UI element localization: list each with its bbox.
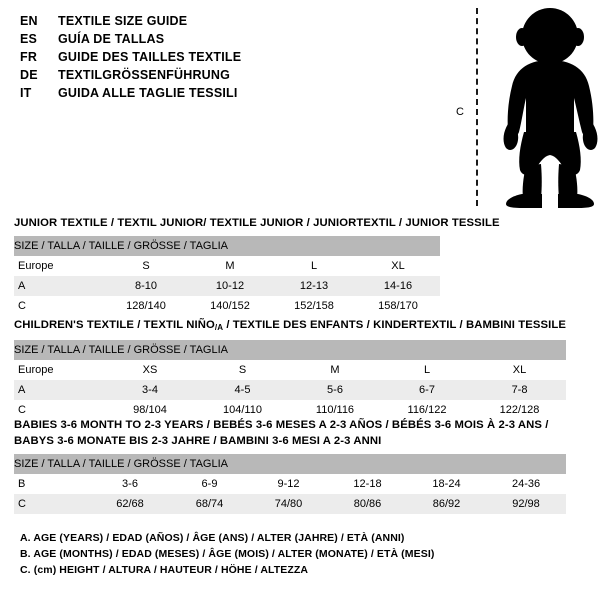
cell: 24-36 bbox=[486, 474, 567, 494]
row-label: Europe bbox=[14, 256, 104, 276]
cell: S bbox=[196, 360, 289, 380]
table-babies: SIZE / TALLA / TAILLE / GRÖSSE / TAGLIA … bbox=[14, 454, 567, 514]
section-title-children-subscript: /A bbox=[214, 323, 224, 332]
section-title-children-post: / TEXTILE DES ENFANTS / KINDERTEXTIL / B… bbox=[223, 319, 567, 331]
cell: 110/116 bbox=[289, 400, 381, 420]
table-band-label: SIZE / TALLA / TAILLE / GRÖSSE / TAGLIA bbox=[14, 454, 567, 474]
section-title-children: CHILDREN'S TEXTILE / TEXTIL NIÑO/A / TEX… bbox=[14, 318, 566, 335]
row-label: C bbox=[14, 400, 104, 420]
cell: 14-16 bbox=[356, 276, 440, 296]
height-measure-dashed-line bbox=[476, 8, 478, 206]
table-band-row: SIZE / TALLA / TAILLE / GRÖSSE / TAGLIA bbox=[14, 454, 567, 474]
cell: 6-7 bbox=[381, 380, 473, 400]
section-title-junior: JUNIOR TEXTILE / TEXTIL JUNIOR/ TEXTILE … bbox=[14, 217, 500, 229]
cell: 86/92 bbox=[407, 494, 486, 514]
cell: M bbox=[188, 256, 272, 276]
toddler-silhouette-icon bbox=[503, 8, 598, 208]
language-title: GUIDA ALLE TAGLIE TESSILI bbox=[58, 86, 238, 100]
language-code: FR bbox=[20, 50, 38, 64]
cell: 122/128 bbox=[473, 400, 567, 420]
cell: 8-10 bbox=[104, 276, 188, 296]
cell: XL bbox=[356, 256, 440, 276]
legend-row-b: B. AGE (MONTHS) / EDAD (MESES) / ÂGE (MO… bbox=[20, 548, 435, 560]
section-title-babies-line1: BABIES 3-6 MONTH TO 2-3 YEARS / BEBÉS 3-… bbox=[14, 419, 549, 431]
cell: XS bbox=[104, 360, 196, 380]
height-measure-label: C bbox=[456, 106, 464, 118]
cell: 10-12 bbox=[188, 276, 272, 296]
cell: 9-12 bbox=[249, 474, 328, 494]
table-row: C 62/68 68/74 74/80 80/86 86/92 92/98 bbox=[14, 494, 567, 514]
legend-row-c: C. (cm) HEIGHT / ALTURA / HAUTEUR / HÖHE… bbox=[20, 564, 309, 576]
cell: L bbox=[272, 256, 356, 276]
row-label: A bbox=[14, 276, 104, 296]
height-illustration: C bbox=[450, 0, 600, 212]
cell: 6-9 bbox=[170, 474, 249, 494]
row-label: Europe bbox=[14, 360, 104, 380]
language-title-block: EN TEXTILE SIZE GUIDE ES GUÍA DE TALLAS … bbox=[20, 12, 440, 102]
cell: 5-6 bbox=[289, 380, 381, 400]
language-code: IT bbox=[20, 86, 32, 100]
cell: 74/80 bbox=[249, 494, 328, 514]
cell: 98/104 bbox=[104, 400, 196, 420]
cell: 3-6 bbox=[90, 474, 170, 494]
cell: 12-13 bbox=[272, 276, 356, 296]
section-title-babies-line2: BABYS 3-6 MONATE BIS 2-3 JAHRE / BAMBINI… bbox=[14, 435, 382, 447]
language-title: GUÍA DE TALLAS bbox=[58, 32, 165, 46]
cell: 104/110 bbox=[196, 400, 289, 420]
table-row: A 8-10 10-12 12-13 14-16 bbox=[14, 276, 440, 296]
section-title-children-pre: CHILDREN'S TEXTILE / TEXTIL NIÑO bbox=[14, 319, 215, 331]
legend-block: A. AGE (YEARS) / EDAD (AÑOS) / ÂGE (ANS)… bbox=[20, 530, 580, 578]
table-row: B 3-6 6-9 9-12 12-18 18-24 24-36 bbox=[14, 474, 567, 494]
cell: 80/86 bbox=[328, 494, 407, 514]
cell: 12-18 bbox=[328, 474, 407, 494]
language-title: TEXTILGRÖSSENFÜHRUNG bbox=[58, 68, 231, 82]
language-title: GUIDE DES TAILLES TEXTILE bbox=[58, 50, 242, 64]
table-junior: SIZE / TALLA / TAILLE / GRÖSSE / TAGLIA … bbox=[14, 236, 440, 316]
cell: 92/98 bbox=[486, 494, 567, 514]
language-code: ES bbox=[20, 32, 38, 46]
language-code: DE bbox=[20, 68, 38, 82]
language-row-fr: FR GUIDE DES TAILLES TEXTILE bbox=[20, 48, 440, 66]
language-code: EN bbox=[20, 14, 38, 28]
row-label: A bbox=[14, 380, 104, 400]
cell: 158/170 bbox=[356, 296, 440, 316]
section-babies-textile: BABIES 3-6 MONTH TO 2-3 YEARS / BEBÉS 3-… bbox=[14, 418, 567, 514]
cell: 128/140 bbox=[104, 296, 188, 316]
cell: 7-8 bbox=[473, 380, 567, 400]
cell: 116/122 bbox=[381, 400, 473, 420]
table-band-row: SIZE / TALLA / TAILLE / GRÖSSE / TAGLIA bbox=[14, 236, 440, 256]
table-row: C 128/140 140/152 152/158 158/170 bbox=[14, 296, 440, 316]
cell: 68/74 bbox=[170, 494, 249, 514]
section-children-textile: CHILDREN'S TEXTILE / TEXTIL NIÑO/A / TEX… bbox=[14, 318, 567, 420]
section-junior-textile: JUNIOR TEXTILE / TEXTIL JUNIOR/ TEXTILE … bbox=[14, 216, 500, 316]
language-row-de: DE TEXTILGRÖSSENFÜHRUNG bbox=[20, 66, 440, 84]
cell: 3-4 bbox=[104, 380, 196, 400]
cell: 18-24 bbox=[407, 474, 486, 494]
row-label: C bbox=[14, 494, 90, 514]
table-row: A 3-4 4-5 5-6 6-7 7-8 bbox=[14, 380, 567, 400]
cell: XL bbox=[473, 360, 567, 380]
table-row: C 98/104 104/110 110/116 116/122 122/128 bbox=[14, 400, 567, 420]
language-row-en: EN TEXTILE SIZE GUIDE bbox=[20, 12, 440, 30]
cell: M bbox=[289, 360, 381, 380]
cell: L bbox=[381, 360, 473, 380]
row-label: C bbox=[14, 296, 104, 316]
language-title: TEXTILE SIZE GUIDE bbox=[58, 14, 188, 28]
cell: 62/68 bbox=[90, 494, 170, 514]
cell: 4-5 bbox=[196, 380, 289, 400]
cell: 140/152 bbox=[188, 296, 272, 316]
table-band-row: SIZE / TALLA / TAILLE / GRÖSSE / TAGLIA bbox=[14, 340, 567, 360]
language-row-it: IT GUIDA ALLE TAGLIE TESSILI bbox=[20, 84, 440, 102]
cell: S bbox=[104, 256, 188, 276]
row-label: B bbox=[14, 474, 90, 494]
table-row: Europe S M L XL bbox=[14, 256, 440, 276]
table-band-label: SIZE / TALLA / TAILLE / GRÖSSE / TAGLIA bbox=[14, 340, 567, 360]
legend-row-a: A. AGE (YEARS) / EDAD (AÑOS) / ÂGE (ANS)… bbox=[20, 532, 405, 544]
cell: 152/158 bbox=[272, 296, 356, 316]
table-band-label: SIZE / TALLA / TAILLE / GRÖSSE / TAGLIA bbox=[14, 236, 440, 256]
table-children: SIZE / TALLA / TAILLE / GRÖSSE / TAGLIA … bbox=[14, 340, 567, 420]
language-row-es: ES GUÍA DE TALLAS bbox=[20, 30, 440, 48]
table-row: Europe XS S M L XL bbox=[14, 360, 567, 380]
